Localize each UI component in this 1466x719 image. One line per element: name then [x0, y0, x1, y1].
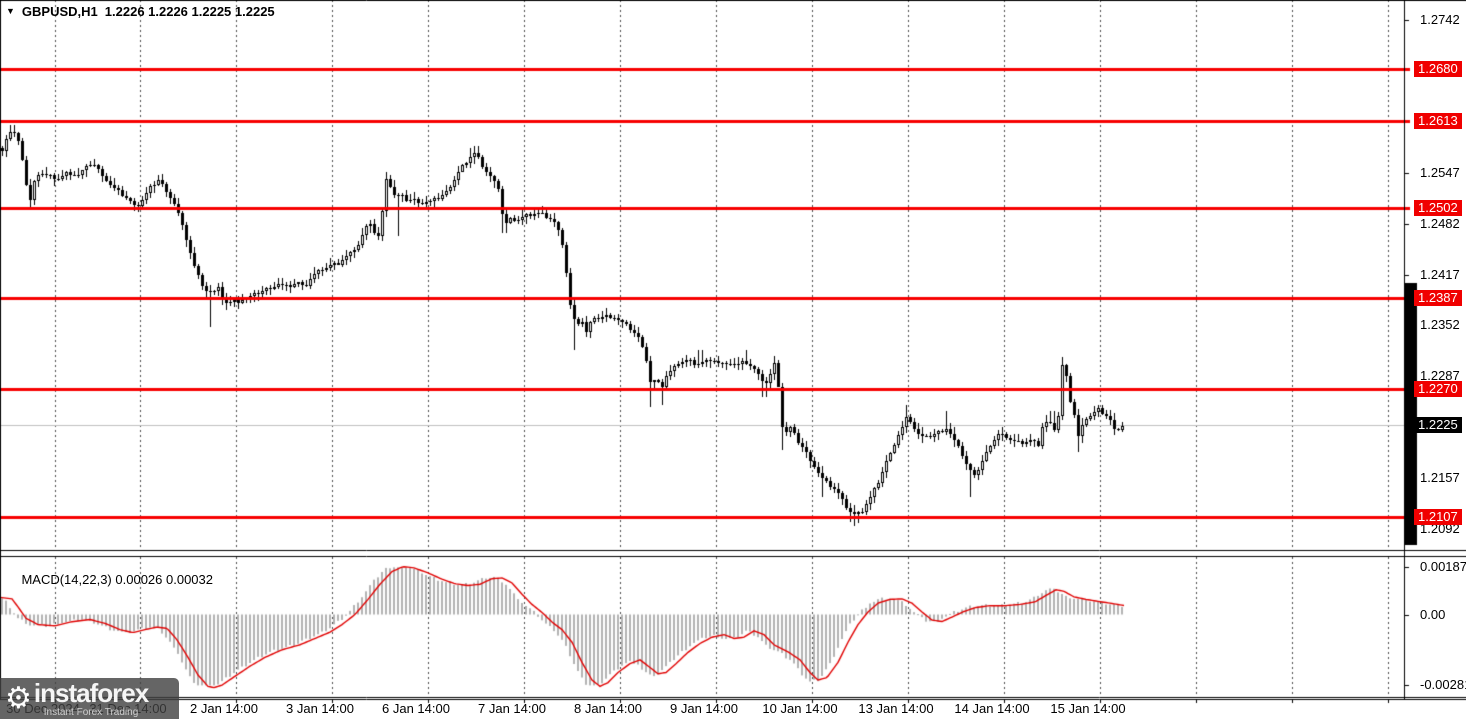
- chart-title: ▼ GBPUSD,H1 1.2226 1.2226 1.2225 1.2225: [6, 4, 275, 19]
- symbol-period-label: GBPUSD,H1: [21, 4, 98, 19]
- macd-axis-label: 0.00: [1420, 607, 1446, 622]
- ohlc-quotes-label: 1.2226 1.2226 1.2225 1.2225: [104, 4, 275, 19]
- current-price-label: 1.2225: [1414, 417, 1462, 433]
- macd-axis-label: -0.00281: [1420, 677, 1466, 692]
- symbol-marker-icon: ▼: [6, 6, 15, 16]
- time-axis-label: 14 Jan 14:00: [954, 701, 1030, 716]
- watermark-brand-label: instaforex: [33, 677, 149, 708]
- time-axis-label: 7 Jan 14:00: [478, 701, 546, 716]
- price-axis-label: 1.2352: [1420, 317, 1460, 332]
- price-axis-label: 1.2482: [1420, 216, 1460, 231]
- macd-axis-label: 0.00187: [1420, 559, 1466, 574]
- time-axis-label: 6 Jan 14:00: [382, 701, 450, 716]
- level-price-label: 1.2107: [1414, 509, 1462, 525]
- level-price-label: 1.2613: [1414, 113, 1462, 129]
- price-axis-label: 1.2547: [1420, 165, 1460, 180]
- price-axis-label: 1.2417: [1420, 267, 1460, 282]
- instaforex-watermark: ⚙ instaforex Instant Forex Trading: [0, 678, 179, 719]
- level-price-label: 1.2680: [1414, 61, 1462, 77]
- watermark-tagline-label: Instant Forex Trading: [43, 706, 139, 718]
- time-axis-label: 15 Jan 14:00: [1050, 701, 1126, 716]
- price-axis-label: 1.2742: [1420, 12, 1460, 27]
- macd-indicator-label: MACD(14,22,3) 0.00026 0.00032: [7, 557, 213, 602]
- price-axis-label: 1.2157: [1420, 470, 1460, 485]
- macd-name-label: MACD(14,22,3): [21, 572, 112, 587]
- time-axis-label: 3 Jan 14:00: [286, 701, 354, 716]
- time-axis-label: 9 Jan 14:00: [670, 701, 738, 716]
- macd-values-label: 0.00026 0.00032: [115, 572, 213, 587]
- price-axis-label: 1.2287: [1420, 368, 1460, 383]
- time-axis-label: 10 Jan 14:00: [762, 701, 838, 716]
- instaforex-logo-icon: ⚙: [5, 682, 32, 715]
- level-price-label: 1.2387: [1414, 290, 1462, 306]
- time-axis-label: 8 Jan 14:00: [574, 701, 642, 716]
- time-axis-label: 2 Jan 14:00: [190, 701, 258, 716]
- time-axis-label: 13 Jan 14:00: [858, 701, 934, 716]
- level-price-label: 1.2270: [1414, 381, 1462, 397]
- level-price-label: 1.2502: [1414, 200, 1462, 216]
